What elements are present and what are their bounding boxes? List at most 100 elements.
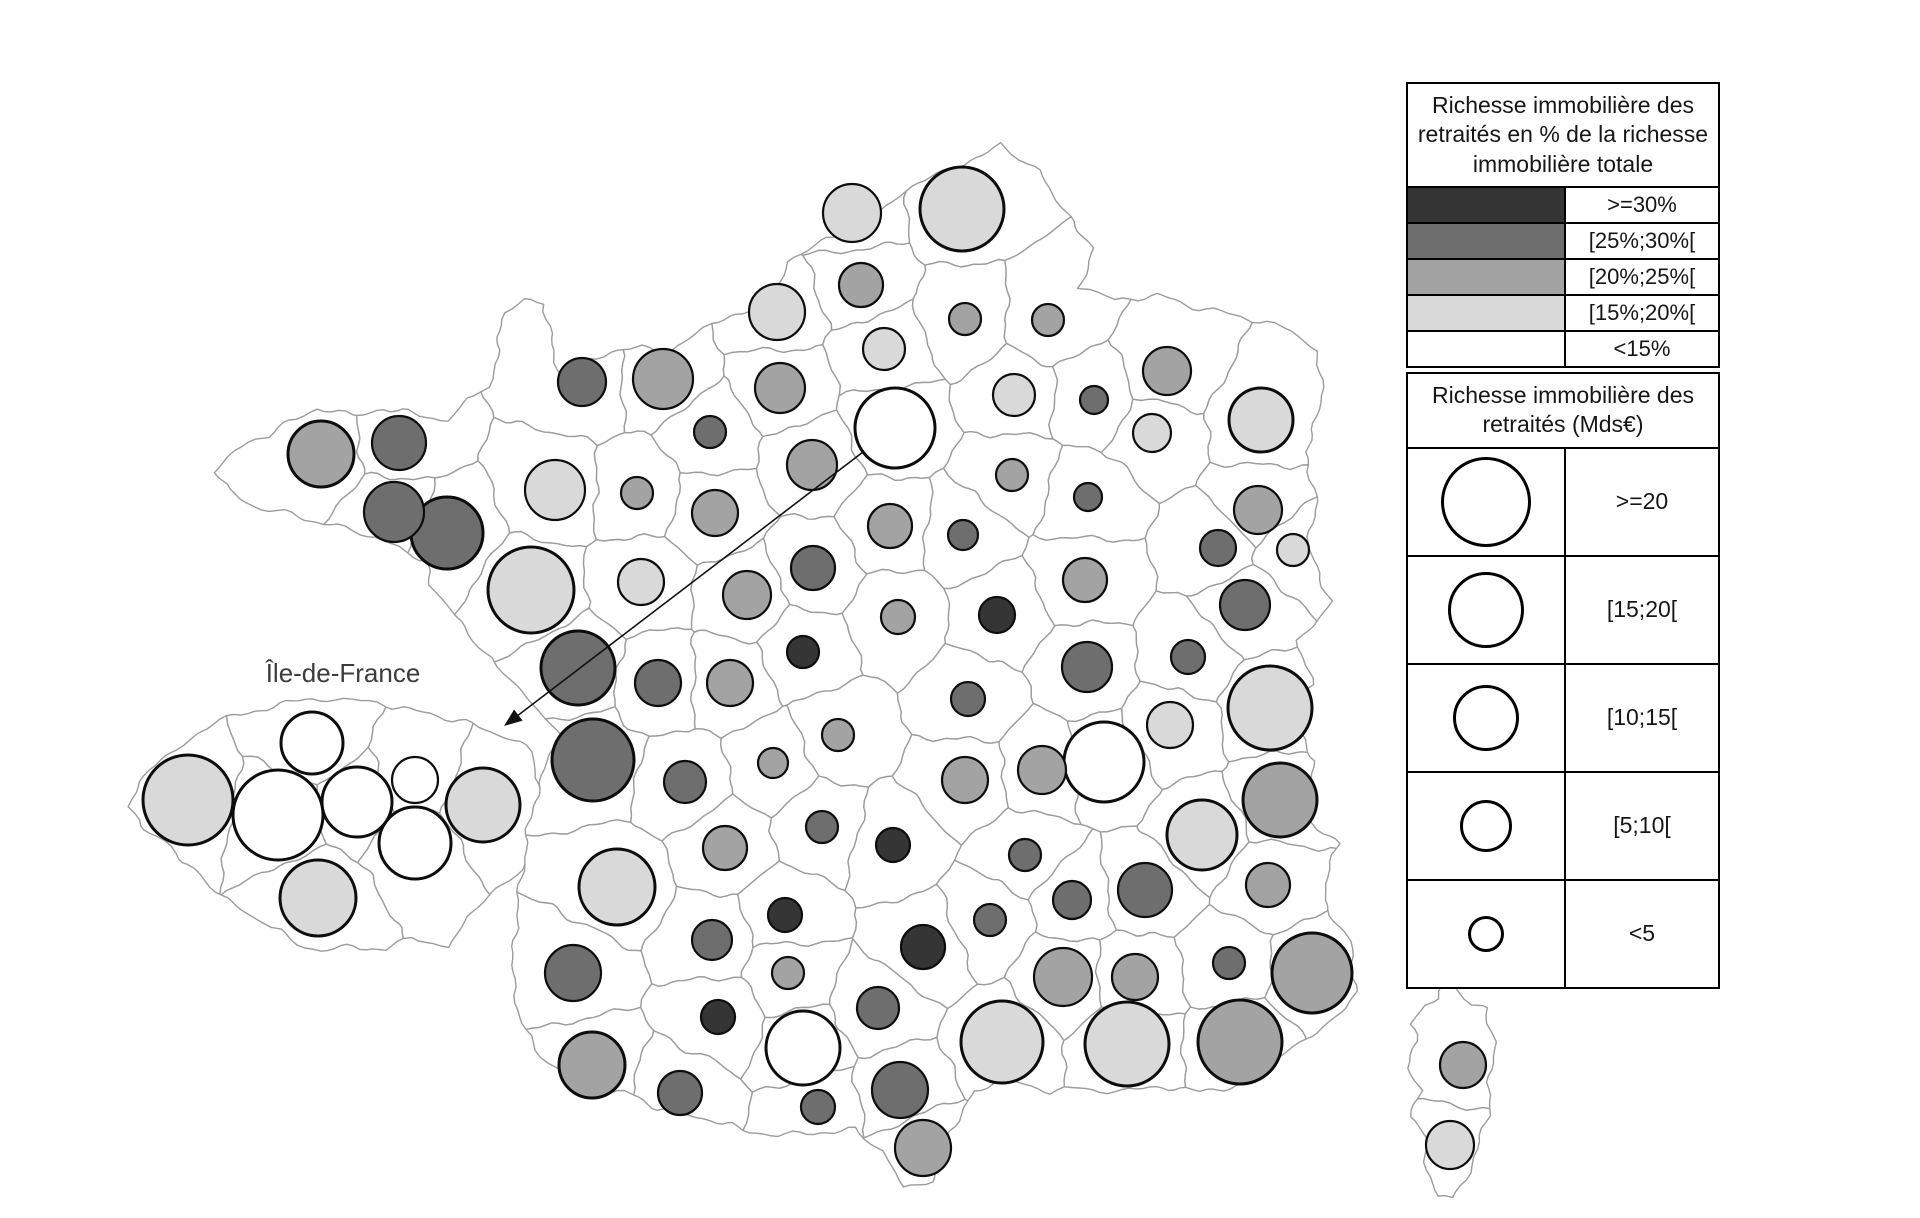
department-circle — [874, 826, 912, 864]
department-circle — [320, 765, 394, 839]
department-circle — [1131, 412, 1173, 454]
department-circle — [616, 557, 666, 607]
department-circle — [870, 1060, 930, 1120]
department-circle — [861, 326, 907, 372]
department-circle — [949, 680, 987, 718]
department-circle — [766, 896, 804, 934]
department-circle — [747, 282, 807, 342]
department-circle — [977, 595, 1017, 635]
legend-size-circle — [1468, 915, 1504, 952]
department-circle — [837, 261, 885, 309]
department-circle — [1198, 528, 1238, 568]
department-circle — [619, 475, 655, 511]
legend-size-label: [15;20[ — [1606, 596, 1678, 623]
department-circle — [1016, 744, 1068, 796]
legend-color-label: [15%;20%[ — [1588, 300, 1696, 326]
legend-size-rows: >=20 [15;20[ [10;15[ [5;10[ <5 — [1408, 448, 1718, 987]
department-circle — [918, 165, 1006, 253]
department-circle — [1051, 879, 1093, 921]
legend-color-swatch — [1408, 260, 1566, 295]
department-circle — [1275, 532, 1311, 568]
department-circle — [1061, 556, 1109, 604]
department-circle — [991, 372, 1037, 418]
legend-color-label: <15% — [1613, 336, 1671, 362]
legend-size-circle — [1441, 456, 1531, 547]
department-circle — [721, 569, 773, 621]
department-circle — [1116, 861, 1174, 919]
legend-color-rows: >=30% [25%;30%[[20%;25%[[15%;20%[<15% — [1408, 188, 1718, 367]
department-circle — [756, 746, 790, 780]
inset-arrow-head — [504, 709, 523, 726]
legend-size-row: <5 — [1408, 880, 1718, 987]
department-circle — [692, 414, 728, 450]
department-circle — [1032, 946, 1094, 1008]
department-circle — [899, 923, 947, 971]
department-circle — [377, 805, 453, 881]
department-circle — [1169, 638, 1207, 676]
department-circle — [656, 1069, 704, 1117]
legend-color-box: Richesse immobilière des retraités en % … — [1406, 82, 1720, 369]
legend-size-circle-cell — [1408, 772, 1566, 879]
legend-size-label: <5 — [1628, 920, 1656, 947]
department-circle — [1145, 700, 1195, 750]
department-circle — [633, 658, 683, 708]
department-circle — [1244, 861, 1292, 909]
department-circle — [550, 717, 636, 803]
department-circle — [690, 488, 740, 538]
department-circle — [947, 301, 983, 337]
department-circle — [1072, 481, 1104, 513]
legend-size-circle-cell — [1408, 556, 1566, 663]
department-circle — [994, 457, 1030, 493]
legend-size-label: [10;15[ — [1606, 704, 1678, 731]
department-circle — [557, 1030, 627, 1100]
department-circle — [662, 759, 708, 805]
department-circle — [866, 502, 914, 550]
legend-color-swatch — [1408, 332, 1566, 367]
department-circle — [279, 710, 345, 776]
legend-size-label: [5;10[ — [1613, 812, 1671, 839]
legend-color-row: [15%;20%[ — [1408, 296, 1718, 333]
department-circle — [1110, 952, 1160, 1002]
department-circle — [1030, 302, 1066, 338]
legend-size-row: [5;10[ — [1408, 772, 1718, 881]
department-circle — [286, 419, 356, 489]
department-circle — [821, 182, 883, 244]
inset-arrow — [504, 451, 864, 726]
department-circle — [959, 999, 1045, 1085]
department-circle — [362, 480, 426, 544]
legend-size-row: [15;20[ — [1408, 556, 1718, 665]
department-circle — [820, 717, 856, 753]
department-circle — [753, 361, 807, 415]
department-circle — [278, 858, 358, 938]
department-circle — [390, 755, 440, 805]
legend-color-title: Richesse immobilière des retraités en % … — [1408, 84, 1718, 189]
department-circle — [141, 753, 235, 847]
department-circle — [231, 768, 325, 862]
department-circle — [543, 943, 603, 1003]
department-circle — [1211, 945, 1247, 981]
department-circle — [539, 629, 617, 707]
legend-color-swatch — [1408, 188, 1566, 223]
department-circle — [370, 414, 428, 472]
legend-color-row: >=30% — [1408, 188, 1718, 225]
department-circle — [879, 598, 917, 636]
inset-label: Île-de-France — [265, 658, 421, 688]
department-circle — [1438, 1040, 1488, 1090]
department-circle — [699, 998, 737, 1036]
department-circle — [1060, 640, 1114, 694]
department-circle — [799, 1088, 837, 1126]
legend-color-label: >=30% — [1607, 192, 1677, 218]
legend-size-title: Richesse immobilière des retraités (Mds€… — [1408, 374, 1718, 449]
department-circle — [1083, 1000, 1171, 1088]
department-circle — [764, 1009, 842, 1087]
department-circle — [1218, 578, 1272, 632]
legend-size-label: >=20 — [1615, 488, 1669, 515]
department-circle — [523, 458, 587, 522]
legend-size-circle — [1448, 571, 1524, 648]
department-circle — [1232, 484, 1284, 536]
department-circle — [705, 658, 755, 708]
department-circle — [690, 918, 734, 962]
department-circle — [1165, 798, 1239, 872]
department-circle — [804, 809, 840, 845]
